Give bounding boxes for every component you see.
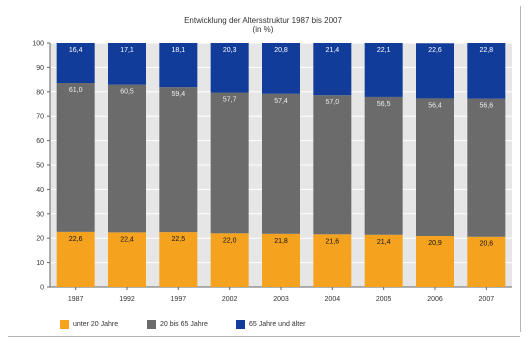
bar-segment bbox=[56, 231, 95, 287]
data-label: 20,9 bbox=[428, 240, 442, 247]
y-tick-label: 30 bbox=[36, 211, 44, 218]
x-tick-label: 2005 bbox=[376, 296, 392, 303]
data-label: 21,4 bbox=[377, 239, 391, 246]
bar-segment bbox=[108, 232, 146, 287]
chart-title: Entwicklung der Altersstruktur 1987 bis … bbox=[184, 16, 342, 25]
x-tick-label: 2004 bbox=[325, 296, 341, 303]
legend-item-65-plus: 65 Jahre und älter bbox=[236, 318, 305, 330]
y-tick-label: 10 bbox=[36, 260, 44, 267]
data-label: 22,0 bbox=[223, 237, 237, 244]
data-label: 17,1 bbox=[120, 47, 134, 54]
data-label: 22,5 bbox=[172, 236, 186, 243]
bar-segment bbox=[262, 233, 300, 287]
data-label: 57,4 bbox=[274, 98, 288, 105]
bar-segment bbox=[313, 43, 352, 96]
bar-segment bbox=[313, 234, 352, 287]
bar-segment bbox=[56, 83, 95, 232]
data-label: 56,5 bbox=[377, 101, 391, 108]
legend-label-65-plus: 65 Jahre und älter bbox=[249, 320, 306, 328]
bar-segment bbox=[262, 93, 300, 234]
data-label: 21,8 bbox=[274, 238, 288, 245]
bar-segment bbox=[108, 43, 146, 85]
data-label: 22,6 bbox=[69, 236, 83, 243]
bar-segment bbox=[159, 87, 198, 233]
x-tick-label: 2002 bbox=[222, 296, 238, 303]
legend-label-20-65: 20 bis 65 Jahre bbox=[160, 320, 208, 328]
data-label: 20,8 bbox=[274, 47, 288, 54]
data-label: 22,8 bbox=[480, 47, 494, 54]
data-label: 57,7 bbox=[223, 97, 237, 104]
data-label: 57,0 bbox=[326, 99, 340, 106]
data-label: 22,1 bbox=[377, 47, 391, 54]
y-tick-label: 0 bbox=[40, 285, 44, 292]
data-label: 22,6 bbox=[428, 47, 442, 54]
bar-segment bbox=[210, 43, 249, 93]
x-tick-label: 2006 bbox=[427, 296, 443, 303]
legend-label-under-20: unter 20 Jahre bbox=[73, 320, 119, 328]
data-label: 20,6 bbox=[480, 241, 494, 248]
bar-segment bbox=[364, 96, 403, 235]
bar-segment bbox=[416, 43, 454, 99]
y-tick-label: 40 bbox=[36, 187, 44, 194]
legend-item-20-65: 20 bis 65 Jahre bbox=[147, 318, 208, 330]
bar-segment bbox=[56, 43, 95, 84]
x-tick-label: 1992 bbox=[119, 296, 135, 303]
bar-segment bbox=[159, 232, 198, 287]
y-tick-label: 60 bbox=[36, 138, 44, 145]
bar-segment bbox=[210, 92, 249, 234]
bar-segment bbox=[416, 236, 454, 287]
legend-item-under-20: unter 20 Jahre bbox=[60, 318, 118, 330]
x-tick-label: 1987 bbox=[68, 296, 84, 303]
data-label: 18,1 bbox=[172, 47, 186, 54]
data-label: 20,3 bbox=[223, 47, 237, 54]
chart-subtitle: (in %) bbox=[252, 25, 274, 34]
bar-segment bbox=[467, 43, 506, 99]
bar-segment bbox=[262, 43, 300, 94]
y-tick-label: 100 bbox=[32, 41, 44, 48]
y-tick-label: 70 bbox=[36, 114, 44, 121]
x-tick-label: 1997 bbox=[171, 296, 187, 303]
y-tick-label: 90 bbox=[36, 65, 44, 72]
data-label: 60,5 bbox=[120, 89, 134, 96]
frame-bottom-border bbox=[8, 336, 520, 337]
y-tick-label: 50 bbox=[36, 163, 44, 170]
bar-segment bbox=[210, 233, 249, 287]
bar-segment bbox=[108, 84, 146, 233]
bar-segment bbox=[313, 95, 352, 235]
bar-segment bbox=[364, 43, 403, 97]
data-label: 16,4 bbox=[69, 47, 83, 54]
bar-segment bbox=[467, 98, 506, 237]
frame-right-border bbox=[520, 6, 521, 332]
data-label: 21,6 bbox=[326, 238, 340, 245]
bar-segment bbox=[159, 43, 198, 88]
x-tick-label: 2003 bbox=[273, 296, 289, 303]
bar-segment bbox=[364, 234, 403, 287]
x-tick-label: 2007 bbox=[479, 296, 495, 303]
legend-swatch-65-plus bbox=[236, 319, 245, 329]
data-label: 22,4 bbox=[120, 236, 134, 243]
y-tick-label: 80 bbox=[36, 89, 44, 96]
data-label: 21,4 bbox=[326, 47, 340, 54]
legend-swatch-under-20 bbox=[60, 319, 69, 329]
bar-segment bbox=[467, 236, 506, 287]
bar-segment bbox=[416, 98, 454, 237]
y-tick-label: 20 bbox=[36, 236, 44, 243]
legend-swatch-20-65 bbox=[147, 319, 156, 329]
data-label: 56,4 bbox=[428, 102, 442, 109]
data-label: 56,6 bbox=[480, 103, 494, 110]
data-label: 59,4 bbox=[172, 91, 186, 98]
data-label: 61,0 bbox=[69, 87, 83, 94]
